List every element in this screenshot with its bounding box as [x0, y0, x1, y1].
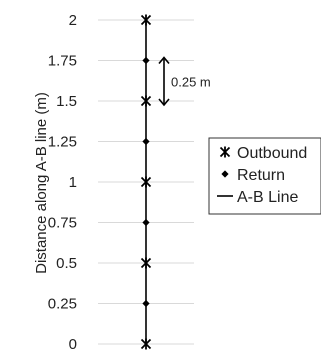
- annotation: 0.25 m: [158, 56, 211, 107]
- outbound-point: [140, 257, 152, 269]
- y-tick-label: 0: [69, 336, 77, 352]
- legend-label: Outbound: [237, 145, 307, 162]
- outbound-point: [140, 338, 152, 350]
- legend: Outbound Return A-B Line: [208, 137, 321, 215]
- y-tick-label: 0.75: [48, 215, 77, 232]
- y-tick-label: 2: [69, 12, 77, 29]
- series-layer: [140, 14, 152, 350]
- return-point: [142, 137, 150, 146]
- return-point: [142, 56, 150, 65]
- y-tick-label: 0.25: [48, 296, 77, 313]
- outbound-point: [140, 14, 152, 26]
- legend-marker-outbound: [219, 146, 231, 158]
- legend-label: Return: [237, 167, 285, 184]
- return-point: [142, 299, 150, 308]
- y-tick-label: 1.25: [48, 134, 77, 151]
- legend-box: [208, 137, 321, 215]
- annotation-label: 0.25 m: [171, 74, 211, 89]
- y-tick-labels: 0 0.25 0.5 0.75 1 1.25 1.5 1.75 2: [48, 12, 77, 352]
- return-point: [142, 218, 150, 227]
- y-tick-label: 1: [69, 174, 77, 191]
- y-tick-label: 1.5: [56, 93, 77, 110]
- annotation-arrowhead-bottom: [158, 98, 170, 107]
- y-axis-label: Distance along A-B line (m): [33, 92, 50, 274]
- annotation-arrowhead-top: [158, 56, 170, 65]
- legend-marker-return: [221, 170, 229, 178]
- outbound-point: [140, 176, 152, 188]
- y-tick-label: 0.5: [56, 255, 77, 272]
- y-tick-label: 1.75: [48, 53, 77, 70]
- outbound-point: [140, 95, 152, 107]
- legend-label: A-B Line: [237, 189, 298, 206]
